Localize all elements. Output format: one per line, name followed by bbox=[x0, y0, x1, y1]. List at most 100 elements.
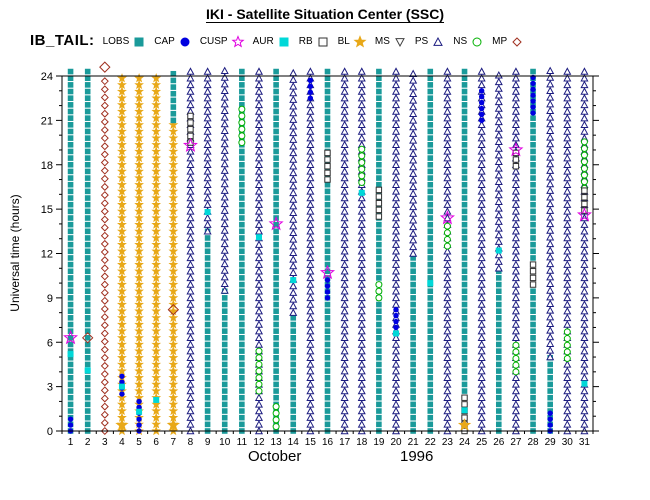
bl-symbol-icon bbox=[353, 34, 367, 48]
x-tick-label: 11 bbox=[237, 437, 248, 448]
legend-label-ms: MS bbox=[374, 36, 390, 47]
cusp-symbol-icon bbox=[231, 34, 245, 48]
bl-marker bbox=[115, 418, 129, 431]
lobs-symbol-icon bbox=[134, 37, 144, 46]
y-tick-label: 24 bbox=[41, 71, 53, 83]
page-title: IKI - Satellite Situation Center (SSC) bbox=[0, 6, 650, 22]
cusp-marker bbox=[439, 210, 455, 225]
day-column-29 bbox=[546, 66, 555, 434]
x-tick-label: 1 bbox=[68, 437, 74, 448]
day-column-14 bbox=[289, 68, 298, 434]
day-column-19 bbox=[375, 68, 383, 434]
y-tick-label: 3 bbox=[47, 382, 53, 394]
legend-label-cusp: CUSP bbox=[199, 36, 228, 47]
x-tick-label: 26 bbox=[493, 437, 505, 448]
legend-label-mp: MP bbox=[492, 36, 508, 47]
day-column-27 bbox=[508, 67, 524, 435]
day-column-22 bbox=[427, 68, 434, 434]
legend-item-ns: NS bbox=[453, 35, 485, 49]
x-tick-label: 12 bbox=[253, 437, 265, 448]
day-column-5 bbox=[134, 73, 144, 436]
y-tick-label: 6 bbox=[47, 337, 53, 349]
cusp-marker bbox=[508, 142, 524, 157]
x-tick-label: 2 bbox=[85, 437, 91, 448]
day-column-7 bbox=[166, 70, 180, 436]
y-tick-label: 12 bbox=[41, 249, 53, 261]
x-tick-label: 9 bbox=[205, 437, 211, 448]
x-tick-label: 31 bbox=[579, 437, 591, 448]
legend-item-bl: BL bbox=[337, 34, 368, 49]
day-column-6 bbox=[151, 73, 162, 436]
day-column-9 bbox=[203, 67, 212, 434]
x-tick-label: 29 bbox=[545, 437, 557, 448]
cusp-marker bbox=[182, 137, 198, 152]
legend-label-cap: CAP bbox=[154, 36, 175, 47]
x-tick-label: 5 bbox=[136, 437, 142, 448]
legend-label-ps: PS bbox=[414, 36, 429, 47]
aur-marker bbox=[495, 247, 502, 254]
bl-marker bbox=[457, 418, 472, 431]
mp-symbol-icon bbox=[512, 36, 522, 47]
x-tick-label: 28 bbox=[527, 437, 539, 448]
day-column-21 bbox=[409, 69, 418, 434]
x-tick-label: 13 bbox=[271, 437, 283, 448]
legend-label-bl: BL bbox=[337, 36, 350, 47]
bl-marker bbox=[166, 418, 180, 431]
day-column-12 bbox=[254, 67, 264, 435]
x-axis-month: October bbox=[248, 448, 302, 465]
ms-symbol-icon bbox=[395, 37, 405, 47]
legend-item-rb: RB bbox=[299, 35, 331, 49]
x-tick-label: 4 bbox=[119, 437, 125, 448]
cusp-marker bbox=[268, 215, 284, 231]
y-tick-label: 21 bbox=[41, 115, 53, 127]
x-tick-label: 30 bbox=[562, 437, 574, 448]
aur-marker bbox=[84, 367, 91, 374]
y-tick-label: 18 bbox=[41, 160, 53, 172]
legend-label-rb: RB bbox=[298, 36, 313, 47]
y-tick-label: 0 bbox=[47, 426, 53, 438]
x-tick-label: 16 bbox=[322, 437, 334, 448]
day-column-13 bbox=[268, 68, 284, 434]
mp-marker bbox=[81, 332, 94, 344]
day-column-16 bbox=[319, 68, 336, 434]
cap-symbol-icon bbox=[180, 37, 190, 46]
day-column-25 bbox=[477, 67, 486, 435]
day-column-30 bbox=[563, 67, 572, 435]
x-tick-label: 23 bbox=[442, 437, 454, 448]
day-column-20 bbox=[391, 67, 401, 435]
x-tick-label: 25 bbox=[476, 437, 488, 448]
day-column-1 bbox=[63, 68, 79, 434]
day-column-24 bbox=[457, 68, 472, 435]
aur-marker bbox=[153, 396, 160, 403]
day-column-17 bbox=[340, 67, 349, 435]
day-column-2 bbox=[81, 68, 94, 434]
day-column-8 bbox=[182, 67, 198, 435]
x-tick-label: 15 bbox=[305, 437, 317, 448]
legend-item-aur: AUR bbox=[253, 35, 292, 49]
aur-marker bbox=[290, 277, 297, 284]
x-axis-year: 1996 bbox=[400, 448, 434, 465]
day-column-23 bbox=[439, 67, 455, 435]
day-column-26 bbox=[494, 71, 503, 434]
dataset-label: IB_TAIL: bbox=[30, 31, 95, 49]
day-column-4 bbox=[115, 73, 129, 436]
legend-items: LOBS CAP CUSP AUR RB BL MS PS NS MP bbox=[103, 31, 533, 49]
x-tick-label: 22 bbox=[425, 437, 437, 448]
day-column-31 bbox=[576, 67, 592, 435]
mp-marker bbox=[167, 304, 180, 316]
cusp-marker bbox=[63, 329, 79, 345]
legend-item-ps: PS bbox=[415, 35, 446, 49]
cusp-marker bbox=[319, 264, 336, 280]
x-tick-label: 20 bbox=[390, 437, 402, 448]
x-tick-label: 3 bbox=[102, 437, 108, 448]
legend-item-cap: CAP bbox=[154, 35, 193, 49]
aur-marker bbox=[67, 351, 74, 358]
aur-marker bbox=[358, 189, 365, 196]
ns-symbol-icon bbox=[472, 37, 482, 46]
legend-label-lobs: LOBS bbox=[102, 36, 130, 47]
y-tick-label: 9 bbox=[47, 293, 53, 305]
x-tick-label: 18 bbox=[356, 437, 368, 448]
ps-symbol-icon bbox=[433, 36, 444, 46]
